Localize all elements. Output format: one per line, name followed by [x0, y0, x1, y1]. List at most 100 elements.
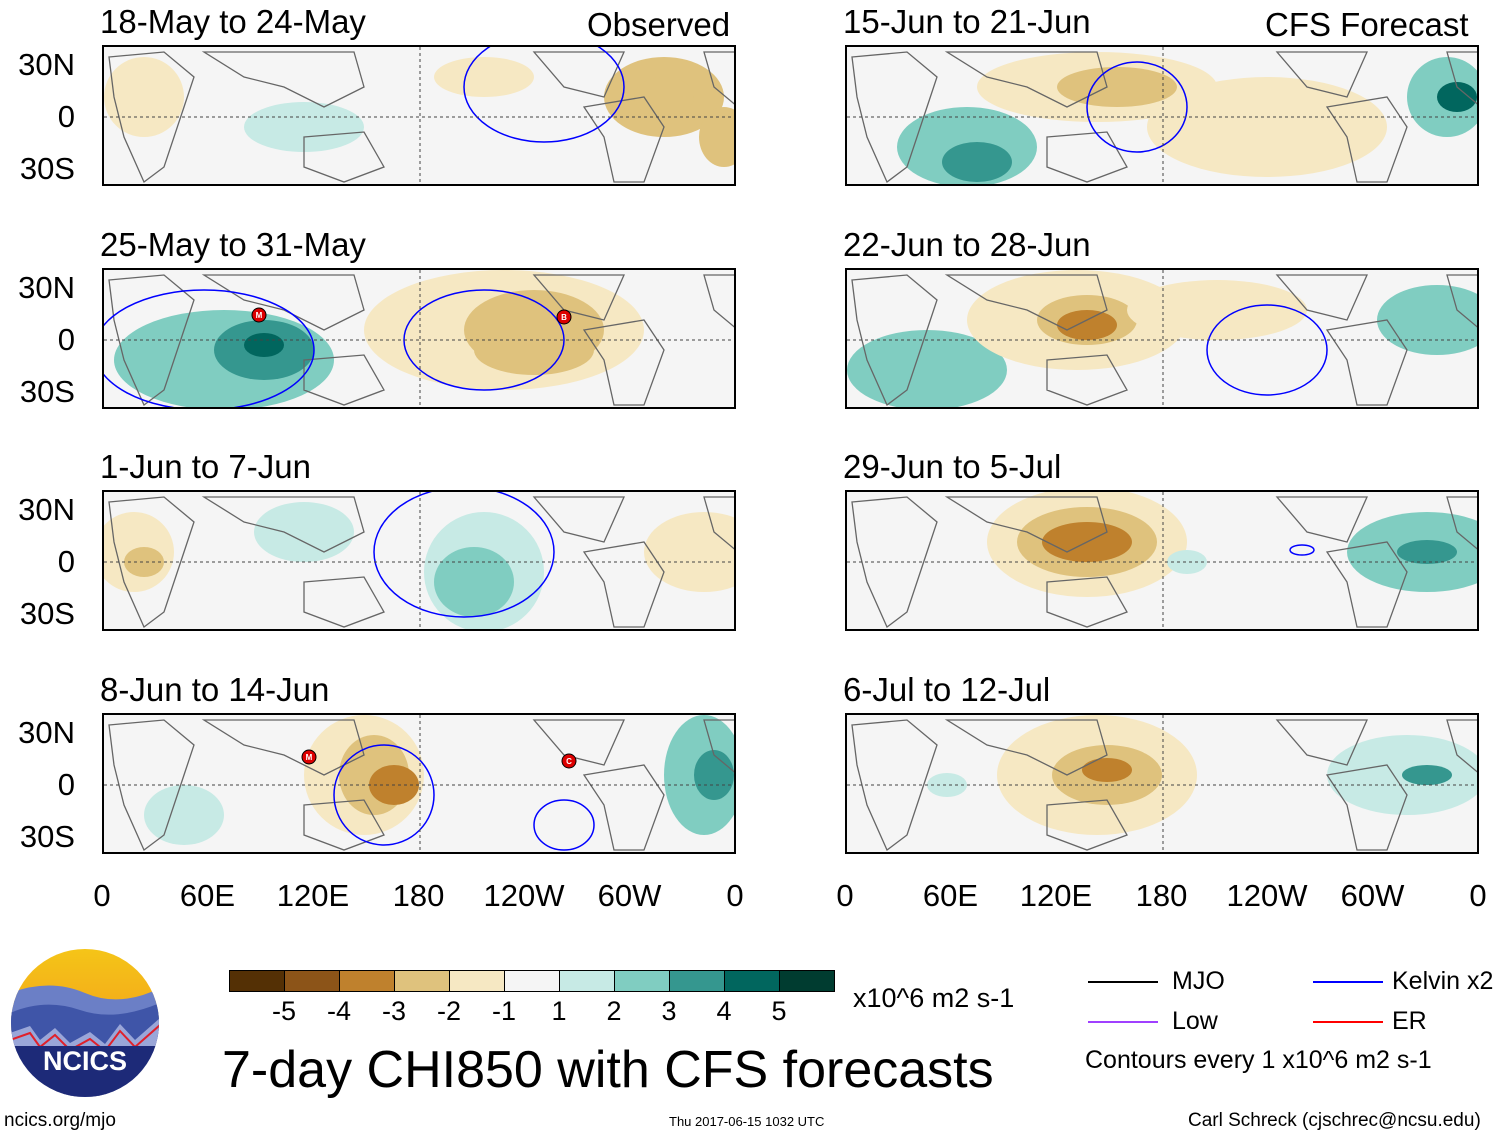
anomaly-region: [1167, 550, 1207, 574]
longitude-tick: 180: [392, 878, 445, 913]
figure-title: 7-day CHI850 with CFS forecasts: [222, 1041, 994, 1099]
anomaly-region: [124, 547, 164, 577]
colorbar-swatch: [669, 970, 725, 992]
colorbar-label: 4: [716, 996, 732, 1026]
forecast-panel-title: 15-Jun to 21-Jun: [843, 3, 1091, 40]
latitude-tick: 0: [57, 99, 75, 134]
colorbar-label: 5: [771, 996, 787, 1026]
latitude-tick: 30S: [19, 819, 75, 854]
colorbar-swatch: [504, 970, 560, 992]
er-line-swatch: [1313, 1021, 1383, 1023]
anomaly-region: [244, 102, 364, 152]
colorbar-label: 1: [551, 996, 567, 1026]
anomaly-region: [1057, 67, 1177, 107]
coastline: [851, 51, 1477, 184]
colorbar-swatch: [559, 970, 615, 992]
colorbar-label: -1: [491, 996, 517, 1026]
forecast-map-panel: [845, 490, 1479, 631]
longitude-tick: 0: [726, 878, 744, 913]
colorbar-label: -2: [436, 996, 462, 1026]
colorbar-units: x10^6 m2 s-1: [853, 983, 1015, 1013]
forecast-panel-title: 6-Jul to 12-Jul: [843, 671, 1051, 708]
kelvin-contour: [533, 799, 595, 851]
latitude-tick: 0: [57, 322, 75, 357]
latitude-tick: 30N: [18, 47, 75, 82]
latitude-tick: 30N: [18, 492, 75, 527]
coastline: [108, 274, 734, 407]
legend-low: Low: [1172, 1007, 1218, 1035]
longitude-tick: 60E: [179, 878, 236, 913]
footer-url[interactable]: ncics.org/mjo: [4, 1110, 116, 1131]
contour-note: Contours every 1 x10^6 m2 s-1: [1085, 1046, 1432, 1074]
colorbar-swatch: [284, 970, 340, 992]
storm-marker: C: [561, 753, 577, 769]
legend-er: ER: [1392, 1007, 1427, 1035]
low-line-swatch: [1088, 1021, 1158, 1023]
anomaly-region: [942, 142, 1012, 182]
footer-timestamp: Thu 2017-06-15 1032 UTC: [669, 1114, 825, 1129]
colorbar-swatch: [449, 970, 505, 992]
colorbar-swatch: [229, 970, 285, 992]
colorbar-label: 2: [606, 996, 622, 1026]
anomaly-region: [1437, 82, 1477, 112]
longitude-tick: 120E: [1019, 878, 1093, 913]
anomaly-region: [1082, 758, 1132, 782]
observed-map-panel: [102, 490, 736, 631]
colorbar-swatch: [724, 970, 780, 992]
ncics-logo: NCICS: [10, 948, 160, 1098]
anomaly-region: [1147, 77, 1387, 177]
colorbar-swatch: [339, 970, 395, 992]
storm-marker: B: [556, 309, 572, 325]
anomaly-region: [1397, 540, 1457, 564]
anomaly-region: [244, 333, 284, 357]
anomaly-region: [694, 750, 734, 800]
anomaly-region: [1377, 285, 1477, 355]
svg-text:C: C: [566, 757, 572, 766]
latitude-tick: 30N: [18, 270, 75, 305]
colorbar-swatch: [394, 970, 450, 992]
kelvin-line-swatch: [1313, 981, 1383, 983]
longitude-tick: 0: [93, 878, 111, 913]
kelvin-contour: [333, 744, 435, 846]
forecast-map-panel: [845, 713, 1479, 854]
colorbar-swatch: [779, 970, 835, 992]
longitude-tick: 60W: [597, 878, 662, 913]
latitude-tick: 0: [57, 544, 75, 579]
legend-kelvin: Kelvin x2: [1392, 967, 1494, 995]
longitude-tick: 60W: [1340, 878, 1405, 913]
kelvin-contour: [373, 492, 555, 618]
storm-marker: M: [251, 307, 267, 323]
coastline: [851, 719, 1477, 852]
latitude-tick: 0: [57, 767, 75, 802]
colorbar-label: -3: [381, 996, 407, 1026]
forecast-label: CFS Forecast: [1265, 6, 1469, 43]
kelvin-contour: [1086, 61, 1188, 153]
forecast-panel-title: 29-Jun to 5-Jul: [843, 448, 1062, 485]
colorbar-label: -5: [271, 996, 297, 1026]
observed-label: Observed: [587, 6, 731, 43]
anomaly-region: [634, 77, 694, 117]
latitude-tick: 30S: [19, 374, 75, 409]
longitude-tick: 0: [1469, 878, 1487, 913]
observed-panel-title: 18-May to 24-May: [100, 3, 366, 40]
colorbar-swatch: [614, 970, 670, 992]
svg-text:M: M: [306, 753, 313, 762]
observed-panel-title: 1-Jun to 7-Jun: [100, 448, 311, 485]
observed-panel-title: 25-May to 31-May: [100, 226, 366, 263]
mjo-line-swatch: [1088, 981, 1158, 983]
svg-text:M: M: [256, 311, 263, 320]
anomaly-region: [434, 547, 514, 617]
longitude-tick: 0: [836, 878, 854, 913]
latitude-tick: 30S: [19, 151, 75, 186]
latitude-tick: 30N: [18, 715, 75, 750]
anomaly-region: [1127, 280, 1307, 340]
anomaly-region: [1057, 310, 1117, 340]
anomaly-region: [434, 57, 534, 97]
longitude-tick: 60E: [922, 878, 979, 913]
logo-text: NCICS: [43, 1046, 127, 1076]
kelvin-contour: [463, 47, 625, 143]
anomaly-region: [927, 773, 967, 797]
kelvin-contour: [104, 289, 315, 407]
forecast-map-panel: [845, 268, 1479, 409]
